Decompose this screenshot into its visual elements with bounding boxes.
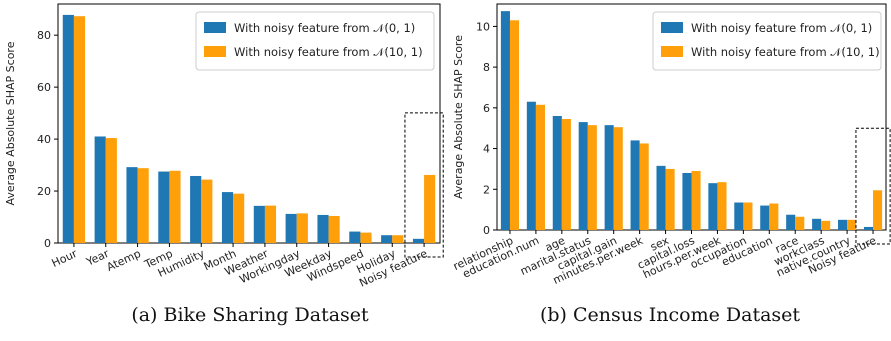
census-bar-s1 [578,122,588,230]
census-bar-s1 [734,202,744,230]
bike-ytick-label: 20 [37,185,51,198]
census-legend-swatch [661,22,683,33]
census-bar-s2 [717,182,727,230]
bike-bar-s2 [264,205,277,243]
bike-legend-box [195,11,435,71]
census-bar-s1 [708,183,718,230]
bike-bar-s2 [233,193,245,243]
bike-bar-s2 [392,235,404,243]
bike-bar-s2 [105,138,117,243]
census-ytick-label: 8 [483,61,490,74]
census-bar-s1 [838,219,848,230]
bike-bar-s1 [253,205,265,243]
census-bar-s1 [786,214,796,230]
bike-legend-swatch [204,22,226,33]
bike-bar-s2 [424,174,436,243]
bike-bar-s2 [360,232,372,243]
census-bar-s1 [812,218,822,230]
census-highlight-box [855,127,891,245]
census-bar-s2 [847,219,857,230]
bike-xtick-label: Atemp [105,247,143,274]
bike-ytick-label: 80 [37,29,51,42]
bike-bar-s1 [285,213,297,243]
bike-axes-frame [57,3,441,244]
census-bar-s1 [604,125,614,230]
bike-bar-s2 [137,168,149,243]
census-bar-s1 [863,226,874,230]
census-bar-s2 [535,104,545,230]
census-bar-s2 [509,20,520,231]
census-bar-s1 [500,11,510,230]
census-ylabel: Average Absolute SHAP Score [452,35,465,199]
bike-ytick-label: 60 [37,81,51,94]
caption-census-income: (b) Census Income Dataset [539,304,801,326]
bike-legend-label: With noisy feature from 𝒩(0, 1) [234,21,415,35]
census-bar-s1 [552,115,562,230]
census-bar-s1 [656,165,666,230]
census-bar-s2 [587,125,597,230]
census-legend-label: With noisy feature from 𝒩(10, 1) [691,45,880,59]
bike-xtick-label: Hour [50,247,80,270]
bike-bar-s1 [412,238,425,243]
census-legend-box [652,11,882,71]
bike-highlight-box [404,112,444,258]
census-bar-s2 [769,203,779,230]
bike-bar-s1 [94,136,106,243]
census-legend-swatch [661,46,683,57]
census-bar-s2 [561,119,571,230]
census-bar-s1 [760,205,770,230]
bike-ytick-label: 0 [44,237,51,250]
census-legend-label: With noisy feature from 𝒩(0, 1) [691,21,872,35]
bike-bar-s1 [221,192,234,243]
bike-bar-s1 [349,231,361,243]
bike-bar-s1 [190,175,202,243]
bike-bar-s2 [73,16,86,244]
census-bar-s2 [821,220,831,230]
bike-bar-s1 [381,235,393,243]
bike-bar-s2 [328,215,340,243]
bike-bar-s1 [62,14,74,243]
census-bar-s2 [795,216,805,230]
caption-bike-sharing: (a) Bike Sharing Dataset [131,304,369,326]
census-bar-s2 [743,202,753,230]
census-bar-s1 [682,172,692,230]
bike-bar-s2 [169,170,181,243]
bike-bar-s2 [201,179,213,243]
bike-ylabel: Average Absolute SHAP Score [4,41,17,205]
bike-bar-s1 [158,171,170,243]
bike-bar-s1 [126,167,138,243]
census-bar-s2 [665,168,675,230]
bike-legend-label: With noisy feature from 𝒩(10, 1) [234,45,423,59]
census-bar-s2 [613,127,623,230]
census-bar-s1 [630,140,640,230]
bike-bar-s2 [296,213,308,243]
census-ytick-label: 4 [483,143,490,156]
bike-ytick-label: 40 [37,133,51,146]
bike-legend-swatch [204,46,226,57]
census-bar-s2 [639,143,649,230]
census-ytick-label: 10 [476,20,490,33]
census-ytick-label: 0 [483,224,490,237]
census-bar-s1 [526,101,536,230]
census-bar-s2 [873,190,883,230]
census-ytick-label: 2 [483,183,490,196]
bike-bar-s1 [317,214,329,243]
census-bar-s2 [691,170,701,230]
census-ytick-label: 6 [483,102,490,115]
